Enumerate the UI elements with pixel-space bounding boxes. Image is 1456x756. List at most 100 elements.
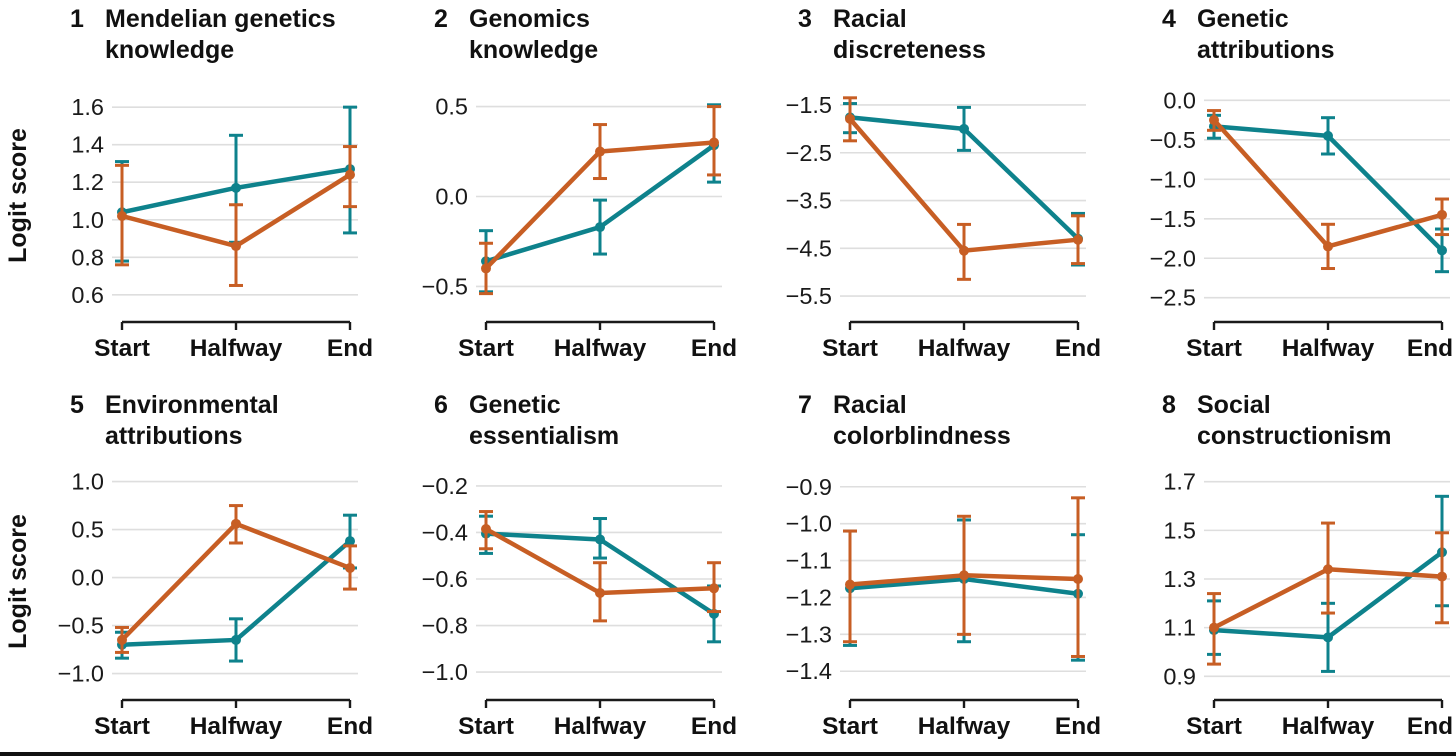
y-axis-tick-label: −1.0 (58, 661, 104, 687)
panel-number: 6 (434, 391, 448, 419)
data-point (1323, 632, 1333, 643)
x-axis-tick-label: Halfway (918, 713, 1011, 740)
series-orange (479, 105, 721, 296)
x-axis-tick-label: Start (94, 713, 150, 740)
data-point (1073, 574, 1083, 584)
data-point (845, 113, 855, 124)
panel-title-text: Environmental attributions (105, 391, 279, 450)
x-axis-tick-label: End (327, 713, 373, 740)
x-axis-tick-label: Halfway (190, 713, 283, 740)
y-axis-tick-label: −2.5 (1150, 285, 1196, 311)
data-point (959, 245, 969, 256)
x-axis-tick-label: Start (458, 713, 514, 740)
data-point (845, 579, 855, 590)
data-point (1437, 245, 1447, 256)
data-point (1323, 130, 1333, 141)
y-axis-title-label: Logit score (3, 513, 32, 649)
line-chart: 1.7 1.5 1.3 1.1 0.9 Start Halfway End (1163, 469, 1453, 740)
x-axis (120, 698, 352, 708)
data-point (1323, 564, 1333, 575)
x-axis-tick-label: End (327, 335, 373, 362)
x-axis (120, 320, 352, 330)
y-axis-tick-label: 1.7 (1163, 469, 1196, 495)
line-chart: 1.6 1.4 1.2 1.0 0.8 0.6 Start Halfway End (71, 94, 373, 362)
x-axis-tick-label: Start (1186, 335, 1242, 362)
y-axis-tick-label: 0.0 (1163, 87, 1196, 113)
panel-number: 1 (70, 5, 84, 33)
panel-title-text: Racial colorblindness (833, 391, 1011, 450)
data-point (117, 634, 127, 645)
y-axis-tick-label: 1.4 (71, 132, 104, 158)
data-point (1209, 115, 1219, 126)
y-axis-title-label: Logit score (3, 127, 32, 263)
data-point (959, 570, 969, 581)
panel-number: 4 (1162, 5, 1176, 33)
panel-number: 7 (798, 391, 812, 419)
y-axis-tick-label: −1.0 (786, 511, 832, 537)
panel-title: 4 Genetic attributions (1092, 0, 1456, 84)
x-axis-tick-label: Halfway (554, 335, 647, 362)
panel-number: 3 (798, 5, 812, 33)
data-point (959, 123, 969, 134)
chart-row-1: Logit score 1 Mendelian genetics knowledge… (0, 0, 1456, 376)
panel-7: 7 Racial colorblindness −0.9 −1.0 −1.1 −1.2 −1.… (728, 378, 1102, 754)
series-orange (115, 504, 357, 654)
panel-6: 6 Genetic essentialism −0.2 −0.4 −0.6 −0.8 −1.0… (364, 378, 738, 754)
y-axis-tick-label: −1.3 (786, 621, 832, 647)
y-axis-tick-label: 0.0 (435, 184, 468, 210)
data-point (1437, 571, 1447, 582)
data-point (1209, 622, 1219, 633)
x-axis (1212, 320, 1444, 330)
data-point (1073, 234, 1083, 245)
panel-number: 2 (434, 5, 448, 33)
x-axis-tick-label: Start (822, 335, 878, 362)
data-point (481, 523, 491, 534)
x-axis (484, 320, 716, 330)
y-axis-tick-label: −0.5 (58, 613, 104, 639)
panel-title: 3 Racial discreteness (728, 0, 1092, 84)
panel-title-text: Social constructionism (1197, 391, 1392, 450)
line-chart: −1.5 −2.5 −3.5 −4.5 −5.5 Start Halfway End (786, 92, 1102, 362)
line-chart: −0.9 −1.0 −1.1 −1.2 −1.3 −1.4 Start Halfway End (786, 474, 1102, 740)
y-axis-tick-label: 1.1 (1163, 615, 1196, 641)
panel-3: 3 Racial discreteness −1.5 −2.5 −3.5 −4.5 −5.5 S… (728, 0, 1102, 376)
y-axis-tick-label: 1.6 (71, 94, 104, 120)
data-point (231, 634, 241, 645)
y-axis-tick-label: −1.1 (786, 548, 832, 574)
x-axis (848, 698, 1080, 708)
y-axis-tick-label: −0.5 (1150, 127, 1196, 153)
x-axis-tick-label: End (1407, 713, 1453, 740)
y-axis-tick-label: 1.0 (71, 469, 104, 495)
x-axis-tick-label: Halfway (918, 335, 1011, 362)
panel-title: 2 Genomics knowledge (364, 0, 728, 84)
data-point (595, 146, 605, 157)
y-axis-tick-label: −1.5 (786, 92, 832, 118)
panel-title: 6 Genetic essentialism (364, 378, 728, 462)
panel-title: 1 Mendelian genetics knowledge (0, 0, 364, 84)
data-point (481, 263, 491, 274)
x-axis (1212, 698, 1444, 708)
panel-number: 8 (1162, 391, 1176, 419)
data-point (1323, 241, 1333, 252)
y-axis-title-row-2: Logit score (0, 474, 36, 688)
data-point (595, 534, 605, 545)
data-point (345, 562, 355, 573)
panel-8: 8 Social constructionism 1.7 1.5 1.3 1.1 0.9 Sta… (1092, 378, 1456, 754)
y-axis-tick-label: 0.9 (1163, 663, 1196, 689)
series-orange (479, 510, 721, 623)
y-axis-tick-label: 0.5 (71, 517, 104, 543)
y-axis-tick-label: −2.0 (1150, 245, 1196, 271)
panel-title-text: Genetic essentialism (469, 391, 620, 450)
y-axis-tick-label: −1.0 (1150, 166, 1196, 192)
x-axis-tick-label: Halfway (1282, 713, 1375, 740)
line-chart: 0.0 −0.5 −1.0 −1.5 −2.0 −2.5 Start Halfway End (1150, 87, 1454, 362)
data-point (709, 583, 719, 594)
y-axis-tick-label: −0.8 (422, 613, 468, 639)
x-axis-tick-label: Start (1186, 713, 1242, 740)
series-orange (115, 145, 357, 287)
y-axis-tick-label: 0.6 (71, 282, 104, 308)
panel-title-text: Racial discreteness (833, 5, 986, 64)
panel-title-text: Genomics knowledge (469, 5, 599, 64)
y-axis-tick-label: −0.9 (786, 474, 832, 500)
y-axis-tick-label: −0.4 (422, 519, 468, 545)
